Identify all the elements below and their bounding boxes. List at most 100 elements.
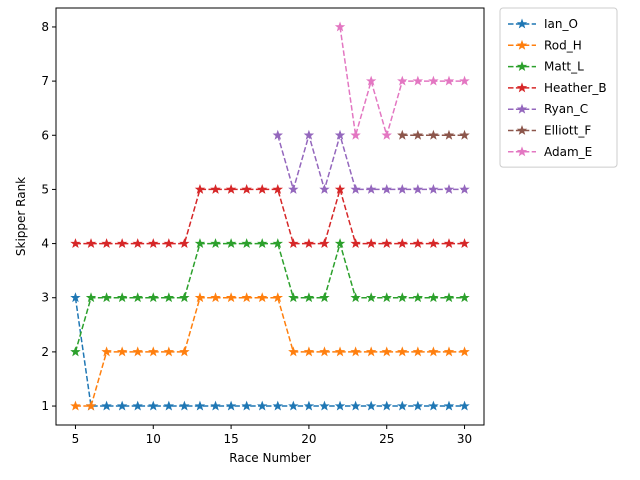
data-point	[257, 400, 268, 411]
data-point	[412, 129, 424, 140]
legend-swatch-marker	[516, 125, 528, 135]
data-point	[443, 75, 455, 86]
data-point	[303, 129, 315, 140]
data-point	[179, 346, 190, 357]
y-axis-ticks: 1 2 3 4 5 6 7 8	[41, 20, 56, 413]
legend-swatch-marker	[516, 18, 528, 29]
y-tick-label: 3	[41, 291, 49, 305]
data-point	[365, 75, 377, 86]
data-point	[179, 400, 190, 411]
x-tick-label: 5	[72, 432, 80, 446]
data-point	[148, 292, 159, 303]
data-point	[148, 400, 159, 411]
data-point	[257, 292, 268, 303]
data-point	[381, 292, 392, 303]
legend-label: Matt_L	[544, 60, 584, 74]
x-tick-label: 10	[146, 432, 161, 446]
data-point	[428, 129, 439, 140]
y-tick-label: 1	[41, 399, 49, 413]
data-point	[163, 292, 175, 303]
data-point	[210, 183, 221, 194]
data-point	[210, 238, 221, 249]
data-point	[241, 292, 252, 303]
y-tick-label: 8	[41, 20, 49, 34]
plot-area	[70, 21, 470, 411]
data-point	[303, 346, 315, 357]
legend-item: Rod_H	[508, 38, 582, 52]
data-point	[443, 238, 455, 249]
data-point	[241, 400, 252, 411]
data-point	[288, 292, 299, 303]
data-point	[334, 400, 346, 411]
data-point	[319, 400, 330, 411]
data-point	[428, 183, 439, 194]
data-point	[397, 346, 408, 357]
data-point	[350, 238, 361, 249]
data-point	[381, 400, 392, 411]
data-point	[459, 183, 470, 194]
data-point	[132, 346, 143, 357]
data-point	[101, 238, 112, 249]
data-point	[319, 292, 330, 303]
y-axis-label: Skipper Rank	[14, 177, 28, 256]
series-ian-o	[70, 292, 470, 411]
data-point	[225, 238, 237, 249]
data-point	[334, 238, 346, 249]
data-point	[428, 292, 439, 303]
data-point	[163, 400, 175, 411]
data-point	[241, 238, 252, 249]
plot-frame	[55, 7, 485, 426]
data-point	[257, 238, 268, 249]
legend-item: Heather_B	[508, 81, 607, 95]
data-point	[179, 292, 190, 303]
series-elliott-f	[397, 129, 470, 140]
data-point	[148, 238, 159, 249]
data-point	[428, 400, 439, 411]
legend-label: Elliott_F	[544, 124, 591, 138]
data-point	[85, 292, 97, 303]
data-point	[272, 238, 283, 249]
data-point	[288, 400, 299, 411]
data-point	[350, 129, 361, 140]
data-point	[70, 292, 81, 303]
y-tick-label: 2	[41, 345, 49, 359]
data-point	[101, 400, 112, 411]
series-matt-l	[70, 238, 470, 357]
data-point	[443, 400, 455, 411]
data-point	[397, 75, 408, 86]
data-point	[412, 292, 424, 303]
data-point	[412, 75, 424, 86]
data-point	[179, 238, 190, 249]
legend-item: Elliott_F	[508, 124, 591, 138]
legend-label: Ian_O	[544, 17, 578, 31]
data-point	[272, 400, 283, 411]
data-point	[101, 346, 112, 357]
data-point	[334, 129, 346, 140]
data-point	[132, 292, 143, 303]
data-point	[210, 400, 221, 411]
data-point	[85, 400, 97, 411]
data-point	[334, 21, 346, 32]
data-point	[303, 400, 315, 411]
data-point	[288, 346, 299, 357]
data-point	[194, 183, 206, 194]
data-point	[350, 400, 361, 411]
series-line	[75, 186, 465, 245]
data-point	[163, 238, 175, 249]
data-point	[397, 292, 408, 303]
series-rod-h	[70, 292, 470, 411]
data-point	[365, 292, 377, 303]
x-tick-label: 15	[223, 432, 238, 446]
y-tick-label: 7	[41, 74, 49, 88]
legend-swatch-marker	[516, 39, 528, 50]
series-heather-b	[70, 183, 470, 249]
data-point	[303, 292, 315, 303]
legend: Ian_O Rod_H Matt_L Heather_B Ryan_C Elliott_F…	[499, 7, 618, 168]
legend-swatch-marker	[516, 103, 528, 114]
data-point	[428, 75, 439, 86]
data-point	[459, 129, 470, 140]
data-point	[194, 292, 206, 303]
data-point	[210, 292, 221, 303]
x-tick-label: 25	[379, 432, 394, 446]
series-adam-e	[334, 21, 470, 140]
